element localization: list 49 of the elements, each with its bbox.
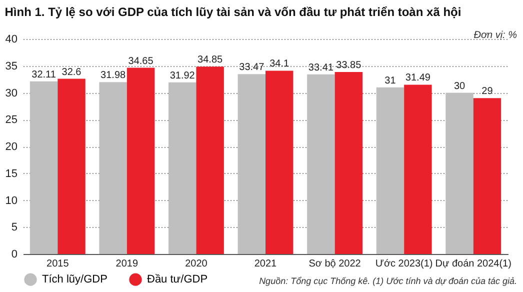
legend-label: Đầu tư/GDP bbox=[147, 274, 208, 286]
y-tick-label: 10 bbox=[5, 194, 18, 207]
y-tick-label: 20 bbox=[5, 141, 18, 153]
y-tick-label: 25 bbox=[5, 114, 18, 126]
data-label: 29 bbox=[482, 86, 494, 98]
x-tick-label: 2015 bbox=[46, 258, 70, 270]
data-label: 33.47 bbox=[239, 62, 265, 74]
bar bbox=[99, 82, 127, 254]
bar bbox=[334, 72, 362, 254]
x-tick-label: 2021 bbox=[254, 258, 278, 270]
bar bbox=[30, 81, 58, 254]
bar bbox=[238, 74, 266, 254]
chart-subtitle: Đơn vị: % bbox=[474, 30, 517, 41]
legend-label: Tích lũy/GDP bbox=[42, 274, 108, 286]
data-label: 31.98 bbox=[100, 70, 126, 82]
bar bbox=[446, 92, 474, 254]
bar bbox=[307, 74, 335, 254]
data-label: 31 bbox=[384, 75, 396, 86]
bar bbox=[58, 78, 86, 254]
data-label: 34.85 bbox=[198, 54, 224, 66]
data-label: 31.49 bbox=[405, 72, 431, 84]
bar bbox=[404, 84, 432, 254]
x-tick-label: 2020 bbox=[185, 258, 208, 270]
data-label: 33.41 bbox=[308, 62, 334, 74]
text: Nguồn: Tổng cục Thống kê. (1) Ước tính và dự đoán của tác giả. bbox=[259, 276, 517, 286]
y-tick-label: 15 bbox=[5, 168, 18, 180]
data-label: 33.85 bbox=[336, 60, 362, 72]
bar bbox=[168, 82, 196, 254]
data-label: 31.92 bbox=[170, 70, 196, 82]
data-label: 32.11 bbox=[32, 69, 56, 80]
chart-title: Hình 1. Tỷ lệ so với GDP của tích lũy tài sản và vốn đầu tư phát triển toàn xã hội bbox=[4, 5, 462, 19]
y-tick-label: 35 bbox=[5, 60, 18, 72]
y-tick-label: 5 bbox=[11, 222, 18, 234]
data-label: 30 bbox=[454, 80, 466, 92]
y-tick-label: 0 bbox=[11, 248, 18, 260]
x-tick-label: 2019 bbox=[116, 258, 138, 270]
data-label: 34.1 bbox=[270, 58, 290, 70]
data-label: 34.65 bbox=[128, 56, 154, 67]
x-tick-label: Ước 2023(1) bbox=[375, 258, 433, 270]
bar bbox=[473, 98, 502, 254]
x-tick-label: Sơ bộ 2022 bbox=[308, 258, 362, 270]
bar bbox=[196, 66, 224, 254]
data-label: 32.6 bbox=[62, 66, 82, 78]
y-tick-label: 30 bbox=[5, 87, 18, 100]
bar bbox=[376, 87, 404, 254]
y-tick-label: 40 bbox=[5, 34, 18, 46]
bar bbox=[126, 68, 155, 254]
bar bbox=[266, 70, 294, 254]
x-tick-label: Dự đoán 2024(1) bbox=[435, 258, 512, 270]
